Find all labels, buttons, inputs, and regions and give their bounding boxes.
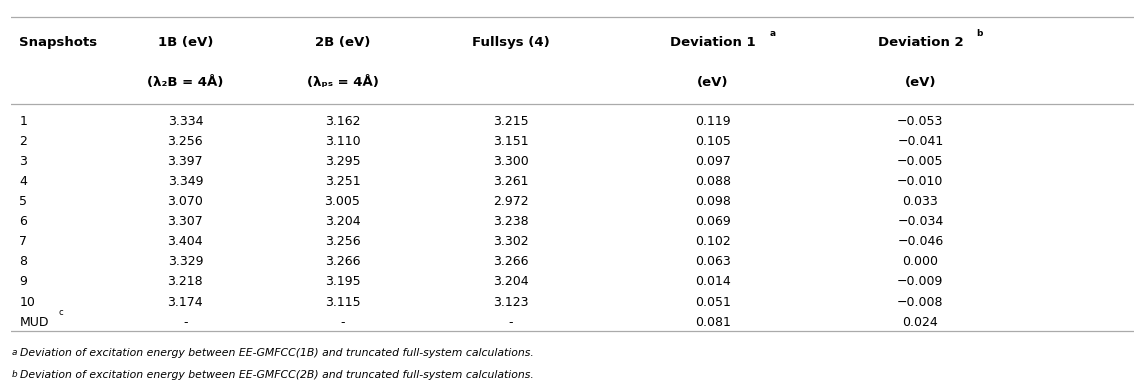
Text: 3.261: 3.261 [493, 175, 529, 188]
Text: 0.088: 0.088 [695, 175, 731, 188]
Text: 2B (eV): 2B (eV) [315, 36, 370, 49]
Text: 3.115: 3.115 [325, 296, 361, 309]
Text: −0.008: −0.008 [897, 296, 943, 309]
Text: 0.014: 0.014 [695, 276, 731, 288]
Text: 3.295: 3.295 [325, 155, 361, 168]
Text: a: a [11, 348, 17, 357]
Text: 2: 2 [19, 135, 27, 148]
Text: 3.329: 3.329 [167, 255, 203, 268]
Text: 3.070: 3.070 [167, 195, 204, 208]
Text: Snapshots: Snapshots [19, 36, 97, 49]
Text: -: - [183, 316, 188, 329]
Text: 1: 1 [19, 115, 27, 128]
Text: MUD: MUD [19, 316, 49, 329]
Text: 3: 3 [19, 155, 27, 168]
Text: 3.162: 3.162 [325, 115, 361, 128]
Text: 3.123: 3.123 [493, 296, 529, 309]
Text: 0.098: 0.098 [695, 195, 731, 208]
Text: 3.215: 3.215 [493, 115, 529, 128]
Text: 9: 9 [19, 276, 27, 288]
Text: 0.097: 0.097 [695, 155, 731, 168]
Text: (λₚₛ = 4Å): (λₚₛ = 4Å) [307, 76, 378, 89]
Text: c: c [58, 309, 64, 317]
Text: 0.081: 0.081 [695, 316, 731, 329]
Text: −0.053: −0.053 [898, 115, 943, 128]
Text: 3.238: 3.238 [493, 215, 529, 228]
Text: 2.972: 2.972 [493, 195, 529, 208]
Text: 1B (eV): 1B (eV) [158, 36, 213, 49]
Text: a: a [769, 29, 775, 38]
Text: 7: 7 [19, 235, 27, 248]
Text: -: - [340, 316, 345, 329]
Text: 3.256: 3.256 [325, 235, 361, 248]
Text: 3.251: 3.251 [325, 175, 361, 188]
Text: 3.300: 3.300 [492, 155, 529, 168]
Text: 3.204: 3.204 [325, 215, 361, 228]
Text: 3.397: 3.397 [167, 155, 203, 168]
Text: 4: 4 [19, 175, 27, 188]
Text: 3.218: 3.218 [167, 276, 203, 288]
Text: 0.119: 0.119 [695, 115, 731, 128]
Text: −0.009: −0.009 [898, 276, 943, 288]
Text: 0.051: 0.051 [695, 296, 731, 309]
Text: 0.069: 0.069 [695, 215, 731, 228]
Text: 3.266: 3.266 [325, 255, 361, 268]
Text: 3.334: 3.334 [167, 115, 203, 128]
Text: b: b [11, 370, 17, 379]
Text: 0.063: 0.063 [695, 255, 731, 268]
Text: (λ₂B = 4Å): (λ₂B = 4Å) [148, 76, 223, 89]
Text: 0.000: 0.000 [902, 255, 939, 268]
Text: Fullsys (4): Fullsys (4) [472, 36, 550, 49]
Text: (eV): (eV) [697, 76, 728, 89]
Text: 3.204: 3.204 [493, 276, 529, 288]
Text: 0.102: 0.102 [695, 235, 731, 248]
Text: 8: 8 [19, 255, 27, 268]
Text: 3.266: 3.266 [493, 255, 529, 268]
Text: -: - [508, 316, 513, 329]
Text: 5: 5 [19, 195, 27, 208]
Text: 0.105: 0.105 [695, 135, 731, 148]
Text: Deviation of excitation energy between EE-GMFCC(1B) and truncated full-system ca: Deviation of excitation energy between E… [21, 348, 535, 358]
Text: 0.033: 0.033 [902, 195, 938, 208]
Text: 3.349: 3.349 [167, 175, 203, 188]
Text: −0.046: −0.046 [898, 235, 943, 248]
Text: b: b [977, 29, 984, 38]
Text: 3.195: 3.195 [325, 276, 361, 288]
Text: 3.404: 3.404 [167, 235, 203, 248]
Text: 3.302: 3.302 [493, 235, 529, 248]
Text: Deviation 1: Deviation 1 [670, 36, 756, 49]
Text: −0.010: −0.010 [898, 175, 943, 188]
Text: 3.110: 3.110 [325, 135, 361, 148]
Text: 3.151: 3.151 [493, 135, 529, 148]
Text: 6: 6 [19, 215, 27, 228]
Text: 3.307: 3.307 [167, 215, 204, 228]
Text: −0.041: −0.041 [898, 135, 943, 148]
Text: Deviation 2: Deviation 2 [877, 36, 963, 49]
Text: 0.024: 0.024 [902, 316, 938, 329]
Text: Deviation of excitation energy between EE-GMFCC(2B) and truncated full-system ca: Deviation of excitation energy between E… [21, 370, 535, 380]
Text: −0.034: −0.034 [898, 215, 943, 228]
Text: (eV): (eV) [905, 76, 937, 89]
Text: 3.005: 3.005 [324, 195, 361, 208]
Text: 3.174: 3.174 [167, 296, 203, 309]
Text: 10: 10 [19, 296, 35, 309]
Text: −0.005: −0.005 [897, 155, 943, 168]
Text: 3.256: 3.256 [167, 135, 203, 148]
